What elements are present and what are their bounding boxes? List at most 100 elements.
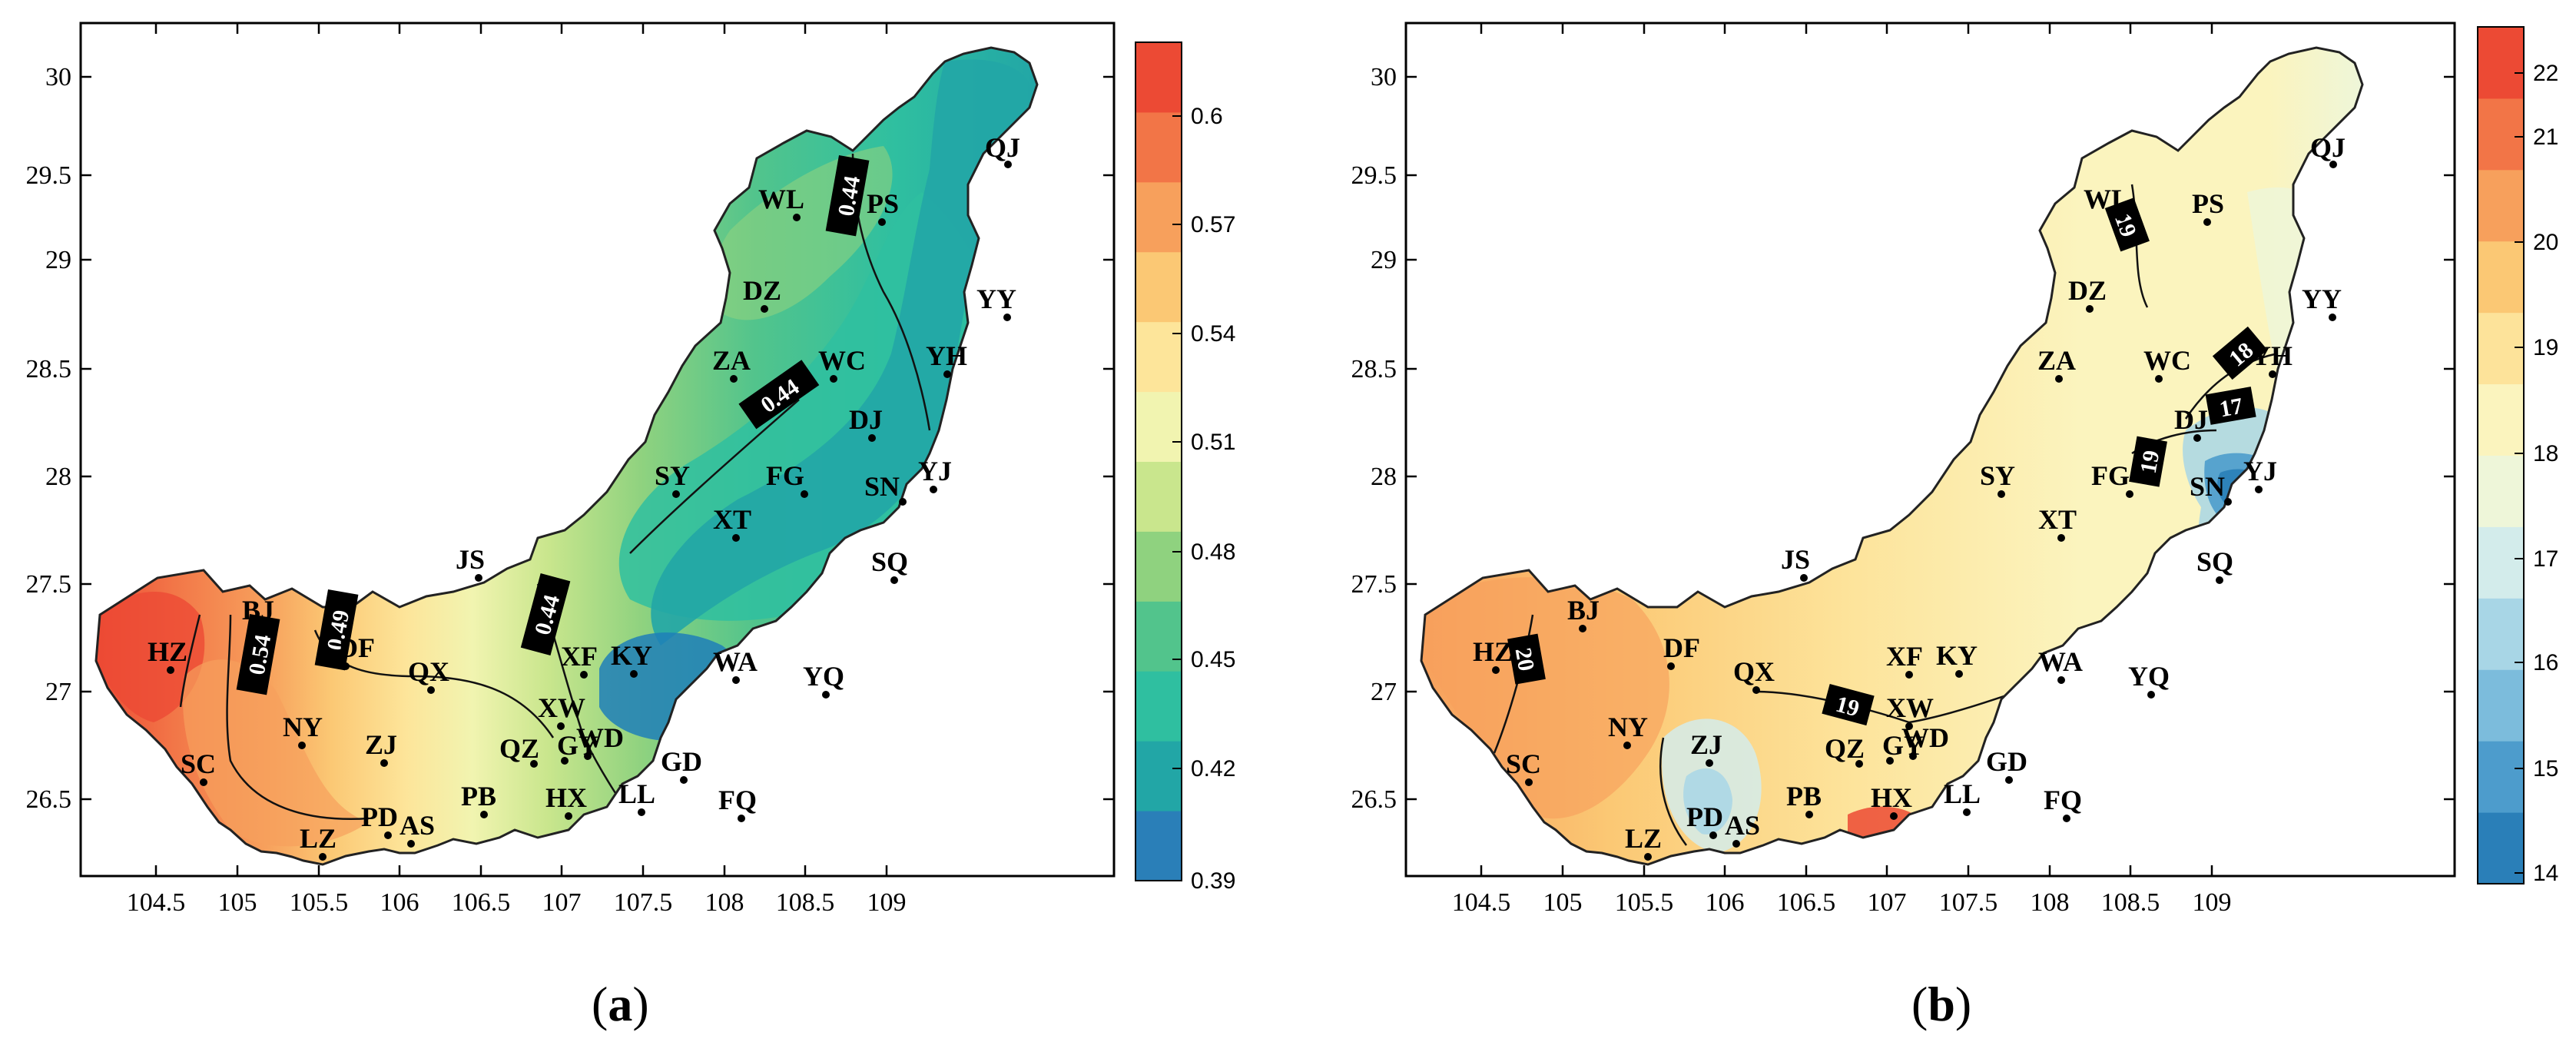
station-as: AS [1725,810,1760,848]
station-dot [1667,662,1675,670]
colorbar-segment [1135,671,1182,742]
station-label: HZ [1473,636,1513,667]
station-dot [2193,434,2201,442]
station-label: DZ [743,275,781,306]
station-label: GD [661,746,702,777]
station-label: GD [1986,746,2027,777]
station-dot [1855,760,1863,768]
panel-a-frame [79,22,1116,878]
station-label: GY [557,730,598,761]
station-ll: LL [1944,778,1981,816]
station-label: WC [2143,345,2191,376]
station-label: SN [2190,471,2225,502]
station-gd: GD [661,746,702,784]
station-label: YQ [2128,661,2170,692]
y-tick-label: 27 [45,678,71,706]
station-label: QX [408,656,449,687]
station-label: DZ [2068,275,2107,306]
contour-line [1659,737,1688,846]
station-dot [1752,686,1760,694]
station-dot [530,760,538,768]
station-dot [943,370,951,378]
station-label: YH [926,340,967,371]
station-dot [2057,676,2065,684]
station-label: LZ [300,823,337,854]
station-label: QZ [499,733,539,764]
station-dot [1886,757,1894,765]
station-fg: FG [766,460,808,498]
station-label: PB [1786,781,1822,811]
station-xt: XT [713,504,751,542]
station-df: DF [338,632,375,670]
station-dot [732,676,740,684]
contour-region [183,659,369,847]
station-dot [475,574,482,582]
station-xw: XW [1886,692,1934,730]
station-dot [2086,305,2094,313]
contour-label-box [2129,436,2167,487]
station-gy: GY [557,730,598,765]
station-dot [580,671,588,679]
colorbar-segment [1135,811,1182,881]
station-dj: DJ [2174,404,2208,442]
station-label: AS [1725,810,1760,841]
station-dot [2063,815,2070,822]
x-tick-label: 106 [1706,888,1745,917]
station-js: JS [1781,544,1810,582]
y-tick-label: 27 [1371,678,1397,706]
contour-region [1683,768,1732,835]
colorbar-segment [1135,461,1182,532]
station-label: XF [561,641,598,672]
station-label: YJ [918,456,952,486]
colorbar-segment [1135,111,1182,183]
colorbar-segment [2478,241,2524,314]
station-pd: PD [1686,801,1723,839]
station-label: SC [1506,748,1541,779]
station-label: ZA [2037,345,2076,376]
station-label: ZA [712,345,751,376]
x-tick-label: 105.5 [290,888,349,917]
colorbar-tick-label: 14 [2533,861,2558,886]
station-label: DF [338,632,375,663]
x-tick-label: 108.5 [776,888,835,917]
station-wa: WA [2038,646,2083,684]
station-label: WL [758,184,804,214]
panel-a-colorbar: 0.39 0.42 0.45 0.48 0.51 0.54 0.57 0.6 [1135,41,1235,894]
colorbar-segment [2478,312,2524,385]
colorbar-tick-label: 0.48 [1191,539,1235,565]
station-dot [319,853,327,861]
contour-label: 0.44 [825,154,870,237]
colorbar-segment [2478,98,2524,171]
station-dot [2203,218,2211,226]
colorbar-segment [2478,455,2524,527]
x-tick-label: 105 [218,888,257,917]
station-label: SQ [2196,546,2233,577]
colorbar-segment [2478,741,2524,813]
station-dot [2255,486,2263,493]
station-dot [2126,490,2133,498]
station-dot [342,662,350,670]
panel-b-frame [1404,22,2456,878]
station-yj: YJ [2243,456,2277,493]
station-dot [1644,853,1652,861]
station-dot [1706,759,1713,767]
station-qj: QJ [985,132,1020,168]
station-dot [672,490,680,498]
contour-line [179,614,201,708]
contour-line [2184,352,2279,420]
station-sn: SN [2190,471,2232,506]
station-label: YQ [803,661,844,692]
station-qz: QZ [1825,733,1865,768]
y-tick-label: 30 [45,63,71,91]
station-hz: HZ [148,636,187,674]
station-dz: DZ [743,275,781,313]
contour-region [651,59,1033,645]
station-label: XF [1886,641,1923,672]
x-tick-label: 109 [867,888,907,917]
station-label: SY [655,460,690,491]
y-tick-label: 28.5 [26,355,72,383]
station-wc: WC [818,345,866,383]
station-ll: LL [618,778,655,816]
station-dot [1905,722,1913,730]
